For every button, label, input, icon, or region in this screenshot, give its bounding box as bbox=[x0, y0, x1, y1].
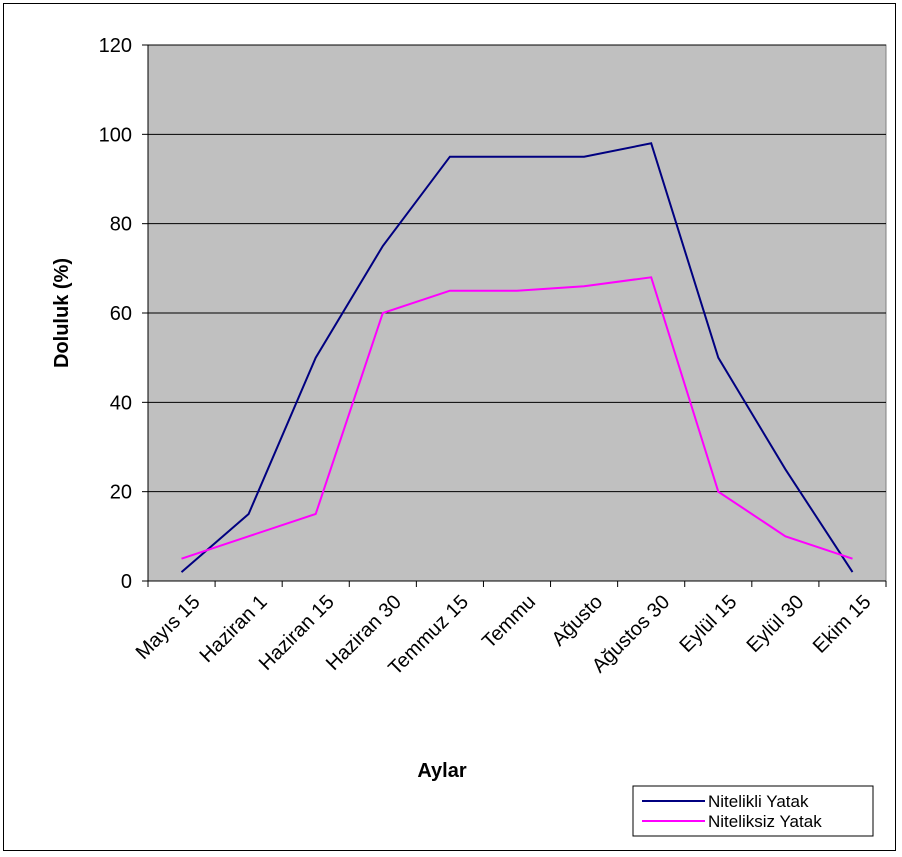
axes bbox=[147, 45, 887, 587]
y-tick-labels: 0 20 40 60 80 100 120 bbox=[99, 35, 132, 593]
legend-box bbox=[632, 785, 874, 837]
x-tick-label-10: Ekim 15 bbox=[809, 591, 876, 658]
series-line-1 bbox=[181, 276, 853, 560]
series-line-0 bbox=[180, 142, 854, 573]
y-tick-label-120: 120 bbox=[99, 35, 132, 57]
x-axis-title: Aylar bbox=[417, 760, 467, 782]
x-tick-label-8: Eylül 15 bbox=[675, 591, 741, 657]
x-tick-label-5: Temmu bbox=[478, 591, 540, 653]
y-tick-label-100: 100 bbox=[99, 124, 132, 146]
y-tick-label-0: 0 bbox=[121, 571, 132, 593]
x-tick-label-6: Ağusto bbox=[548, 591, 608, 651]
x-tick-label-9: Eylül 30 bbox=[743, 591, 809, 657]
y-tick-label-60: 60 bbox=[110, 303, 132, 325]
y-tick-label-80: 80 bbox=[110, 214, 132, 236]
gridlines bbox=[142, 44, 886, 582]
series-lines bbox=[180, 142, 854, 573]
y-tick-label-40: 40 bbox=[110, 392, 132, 414]
y-tick-label-20: 20 bbox=[110, 482, 132, 504]
x-tick-label-0: Mayıs 15 bbox=[132, 591, 205, 664]
legend-label-0: Nitelikli Yatak bbox=[708, 792, 809, 811]
y-axis-title: Doluluk (%) bbox=[51, 258, 73, 368]
legend-label-1: Niteliksiz Yatak bbox=[708, 812, 822, 831]
